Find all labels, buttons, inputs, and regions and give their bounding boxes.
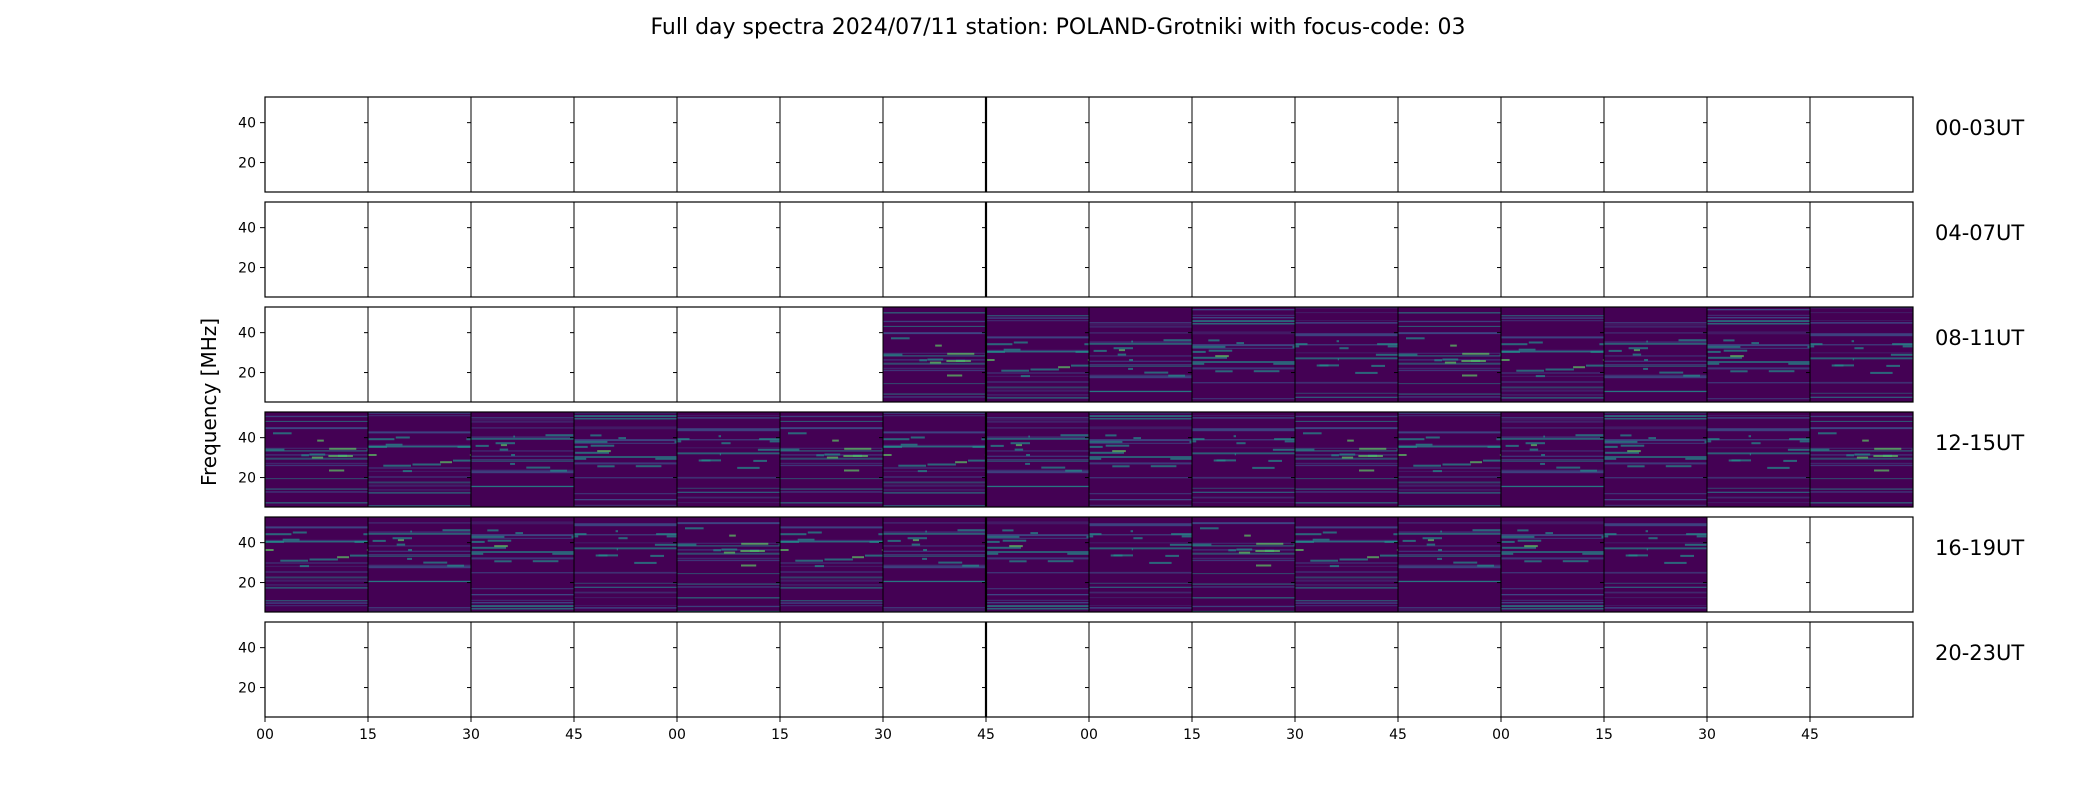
x-tick-label: 00 (1080, 727, 1098, 743)
spectrum-segment (1501, 517, 1604, 612)
spectrum-segment (677, 517, 780, 612)
spectrum-segment (1604, 517, 1707, 612)
row-label: 00-03UT (1935, 116, 2024, 140)
chart-title: Full day spectra 2024/07/11 station: POL… (650, 15, 1465, 40)
x-tick-label: 30 (1286, 727, 1304, 743)
spectrum-segment (1604, 307, 1707, 402)
y-tick-label: 40 (238, 221, 256, 237)
x-tick-label: 30 (462, 727, 480, 743)
panel-row: 40 20 08-11UT (238, 306, 2024, 403)
x-tick-label: 15 (1183, 727, 1201, 743)
spectrum-segment (574, 412, 677, 507)
y-tick-label: 40 (238, 431, 256, 447)
panel-row: 40 20 12-15UT (238, 411, 2024, 508)
spectrum-segment (1295, 307, 1398, 402)
spectrum-segment (883, 412, 986, 507)
spectrum-segment (265, 517, 368, 612)
spectrum-segment (471, 412, 574, 507)
row-label: 04-07UT (1935, 221, 2024, 245)
y-tick-label: 20 (238, 261, 256, 277)
spectrum-segment (986, 412, 1089, 507)
panel-row: 40 20 00-03UT (238, 96, 2024, 193)
y-tick-label: 20 (238, 156, 256, 172)
spectrum-segment (780, 517, 883, 612)
spectrum-segment (1501, 307, 1604, 402)
spectrum-segment (883, 307, 986, 402)
row-label: 08-11UT (1935, 326, 2024, 350)
spectrum-segment (986, 517, 1089, 612)
x-tick-label: 45 (565, 727, 583, 743)
spectrum-segment (368, 412, 471, 507)
y-tick-label: 20 (238, 471, 256, 487)
y-axis-label: Frequency [MHz] (197, 318, 221, 486)
spectrum-segment (1707, 412, 1810, 507)
spectrum-segment (677, 412, 780, 507)
spectrum-segment (1192, 307, 1295, 402)
x-tick-label: 00 (256, 727, 274, 743)
spectrum-segment (1398, 517, 1501, 612)
spectrum-segment (986, 307, 1089, 402)
panel-row: 40 20 04-07UT (238, 201, 2024, 298)
spectrum-segment (1089, 412, 1192, 507)
y-tick-label: 20 (238, 366, 256, 382)
spectrum-segment (1398, 307, 1501, 402)
y-tick-label: 20 (238, 681, 256, 697)
x-tick-label: 45 (1389, 727, 1407, 743)
y-tick-label: 40 (238, 326, 256, 342)
y-tick-label: 40 (238, 536, 256, 552)
spectrum-segment (1604, 412, 1707, 507)
x-tick-label: 00 (668, 727, 686, 743)
y-tick-label: 20 (238, 576, 256, 592)
spectrum-segment (1192, 517, 1295, 612)
spectrum-segment (265, 412, 368, 507)
spectra-panels: 40 20 00-03UT 40 20 04-07UT 40 20 08-11UT 40 20 12-… (238, 96, 2024, 743)
spectrum-segment (574, 517, 677, 612)
spectrum-segment (883, 517, 986, 612)
y-tick-label: 40 (238, 116, 256, 132)
spectrum-segment (780, 412, 883, 507)
x-tick-label: 15 (1595, 727, 1613, 743)
x-tick-label: 30 (874, 727, 892, 743)
x-tick-label: 15 (771, 727, 789, 743)
spectrum-segment (1295, 517, 1398, 612)
spectrum-segment (1089, 517, 1192, 612)
spectrum-segment (1707, 307, 1810, 402)
spectrum-segment (471, 517, 574, 612)
x-tick-label: 45 (977, 727, 995, 743)
spectrum-segment (368, 517, 471, 612)
x-tick-label: 30 (1698, 727, 1716, 743)
row-label: 20-23UT (1935, 641, 2024, 665)
panel-row: 40 20 16-19UT (238, 516, 2024, 613)
spectrum-segment (1501, 412, 1604, 507)
row-label: 12-15UT (1935, 431, 2024, 455)
spectrum-segment (1089, 307, 1192, 402)
panel-row: 40 20 20-23UT (238, 621, 2024, 718)
spectrum-segment (1810, 412, 1913, 507)
spectrum-segment (1398, 412, 1501, 507)
y-tick-label: 40 (238, 641, 256, 657)
x-tick-label: 00 (1492, 727, 1510, 743)
x-tick-label: 15 (359, 727, 377, 743)
row-label: 16-19UT (1935, 536, 2024, 560)
x-tick-label: 45 (1801, 727, 1819, 743)
x-axis: 00 15 30 45 00 15 30 45 00 15 30 45 00 15 30 45 (256, 717, 1819, 743)
spectrum-segment (1810, 307, 1913, 402)
spectrum-segment (1192, 412, 1295, 507)
spectrum-segment (1295, 412, 1398, 507)
